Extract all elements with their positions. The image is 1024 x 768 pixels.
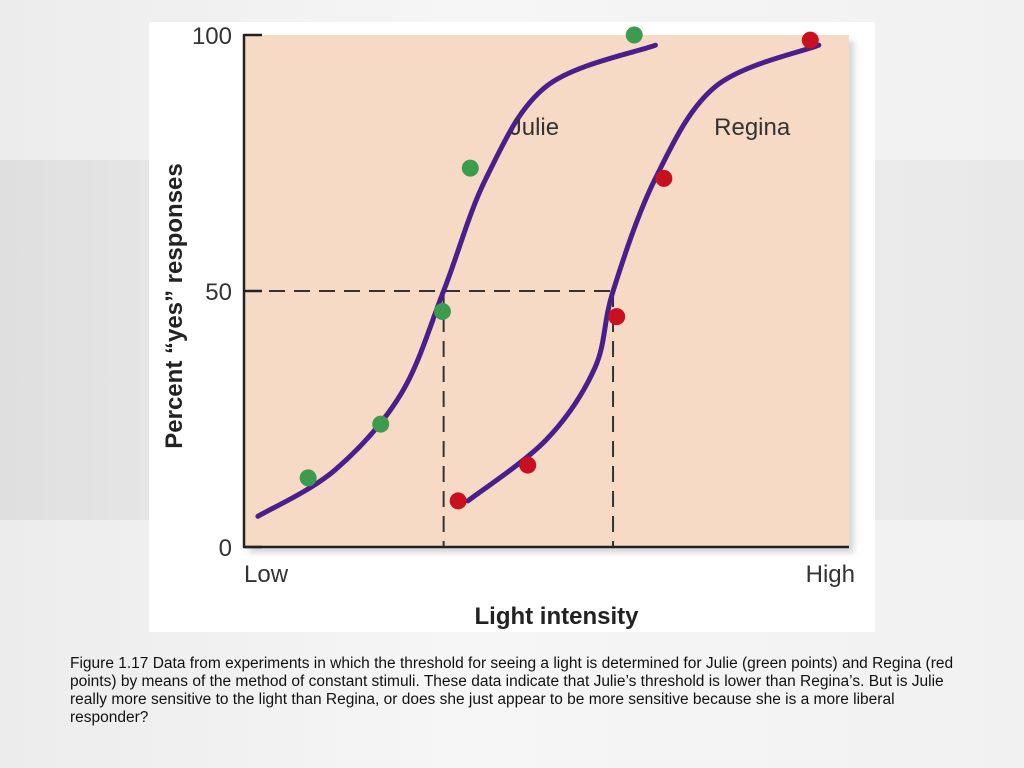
- x-tick-label-high: High: [806, 561, 855, 588]
- data-point-regina-5: [801, 31, 819, 49]
- data-point-regina-1: [449, 492, 467, 510]
- data-point-julie-3: [433, 302, 451, 320]
- y-axis-title: Percent “yes” responses: [161, 163, 188, 448]
- curve-regina: [465, 42, 822, 504]
- series-label-regina: Regina: [714, 114, 791, 141]
- data-point-regina-4: [655, 169, 673, 187]
- figure-panel: 0 50 100 Low High Light intensity Percent “yes…: [149, 22, 875, 632]
- y-tick-label: 0: [219, 535, 232, 562]
- data-point-julie-5: [625, 26, 643, 44]
- data-point-regina-3: [608, 308, 626, 326]
- y-tick-label: 50: [205, 279, 232, 306]
- figure-caption: Figure 1.17 Data from experiments in whi…: [70, 655, 954, 726]
- y-tick-label: 100: [192, 23, 232, 50]
- chart: 0 50 100 Low High Light intensity Percent “yes…: [161, 23, 855, 630]
- curve-julie: [255, 42, 658, 519]
- data-point-julie-1: [299, 469, 317, 487]
- x-axis-title: Light intensity: [475, 603, 640, 630]
- data-point-julie-4: [461, 159, 479, 177]
- series-label-julie: Julie: [510, 114, 559, 141]
- data-point-julie-2: [372, 415, 390, 433]
- x-tick-label-low: Low: [244, 561, 289, 588]
- data-point-regina-2: [519, 456, 537, 474]
